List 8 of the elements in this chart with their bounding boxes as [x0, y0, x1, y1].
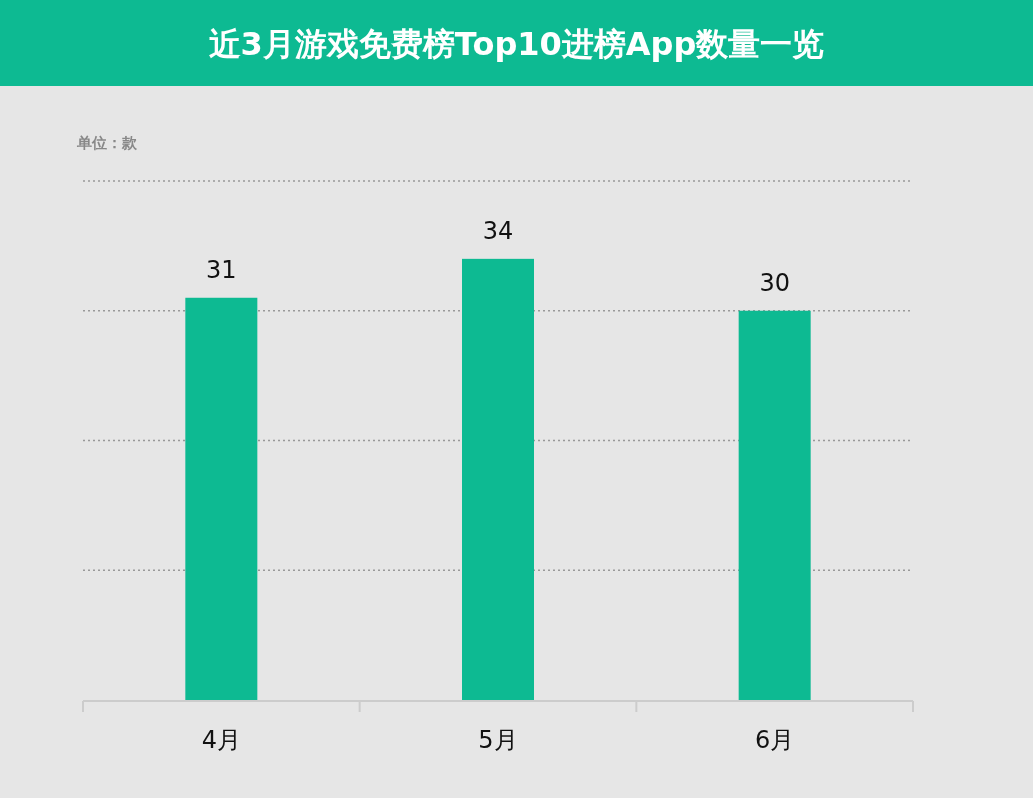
- x-tick-label: 4月: [201, 726, 241, 754]
- data-label: 31: [206, 255, 237, 284]
- x-tick-label: 6月: [755, 726, 795, 754]
- data-label: 30: [759, 268, 790, 297]
- chart-title: 近3月游戏免费榜Top10进榜App数量一览: [208, 25, 825, 63]
- x-tick-label: 5月: [478, 726, 518, 754]
- y-axis-title: 单位：款: [76, 134, 138, 152]
- data-label: 34: [482, 216, 514, 245]
